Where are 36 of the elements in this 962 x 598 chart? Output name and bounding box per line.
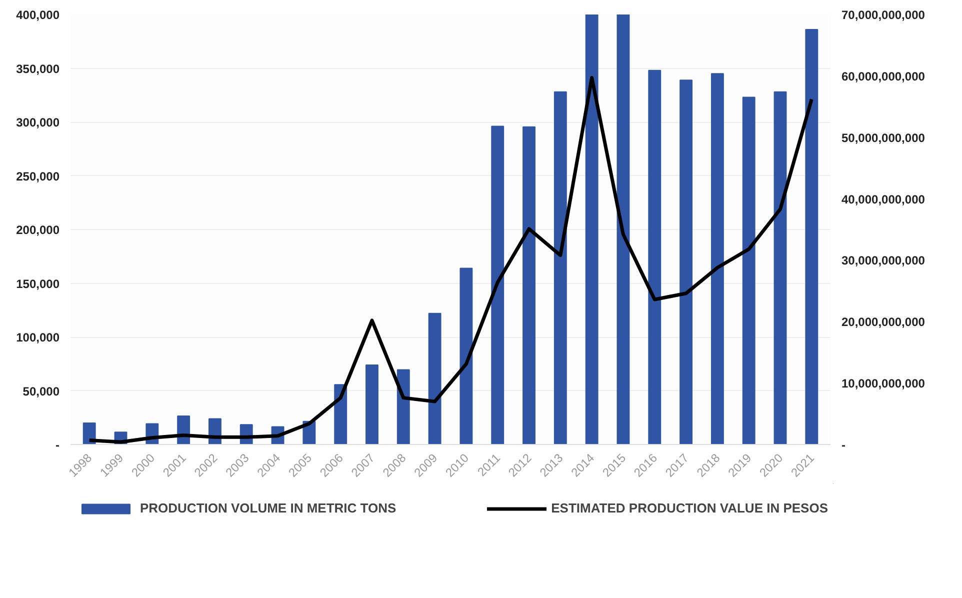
y-tick-label: 350,000 bbox=[16, 62, 60, 76]
bar bbox=[396, 369, 410, 444]
y-tick-label: 100,000 bbox=[16, 330, 60, 344]
bar bbox=[554, 91, 567, 444]
bar bbox=[710, 73, 724, 444]
bar bbox=[648, 70, 662, 444]
bar bbox=[774, 91, 787, 444]
y-tick-label: 400,000 bbox=[16, 8, 60, 22]
bar bbox=[680, 80, 693, 444]
y2-tick-label: 70,000,000,000 bbox=[842, 8, 926, 22]
y2-tick-label: 40,000,000,000 bbox=[842, 192, 926, 206]
bar bbox=[428, 312, 442, 444]
y2-tick-label: 10,000,000,000 bbox=[842, 376, 926, 391]
y2-tick-label: 20,000,000,000 bbox=[842, 315, 926, 330]
legend-label: PRODUCTION VOLUME IN METRIC TONS bbox=[140, 500, 396, 516]
y2-tick-label: - bbox=[842, 438, 846, 452]
bar bbox=[491, 126, 504, 444]
bar bbox=[585, 14, 598, 444]
y2-tick-label: 30,000,000,000 bbox=[842, 254, 926, 268]
y-tick-label: 300,000 bbox=[16, 116, 60, 130]
y2-tick-label: 50,000,000,000 bbox=[842, 130, 926, 145]
y-tick-label: 150,000 bbox=[16, 276, 60, 291]
bar bbox=[742, 96, 756, 444]
bar bbox=[616, 14, 630, 444]
bar bbox=[805, 29, 818, 444]
y-tick-label: 200,000 bbox=[16, 223, 60, 237]
bar bbox=[460, 268, 473, 444]
y-tick-label: 250,000 bbox=[16, 169, 60, 184]
bar bbox=[522, 126, 536, 444]
bar bbox=[366, 364, 378, 444]
y-tick-label: 50,000 bbox=[22, 384, 60, 398]
line-series bbox=[88, 76, 814, 444]
legend-label: ESTIMATED PRODUCTION VALUE IN PESOS bbox=[551, 500, 828, 516]
bar bbox=[82, 422, 96, 444]
y-tick-label: - bbox=[56, 438, 60, 452]
y2-tick-label: 60,000,000,000 bbox=[842, 69, 926, 84]
